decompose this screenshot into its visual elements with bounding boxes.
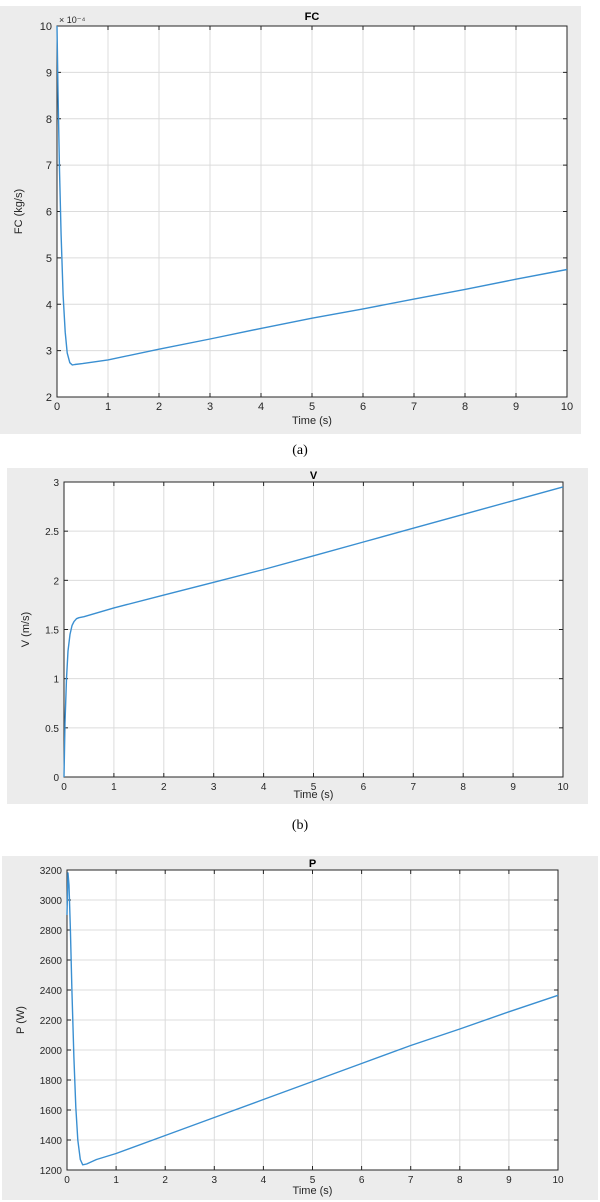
- x-axis-label: Time (s): [294, 789, 334, 801]
- y-tick-label: 1800: [40, 1076, 63, 1087]
- series-line: [66, 872, 559, 1166]
- x-tick-label: 0: [61, 782, 67, 793]
- x-tick-label: 0: [64, 1175, 70, 1186]
- x-tick-label: 9: [513, 401, 519, 413]
- p-chart: 0 1 2 3 4 5 6 7 8 9 10 1200 1400 1600 1800 2000 2200 2400…: [15, 858, 564, 1197]
- y-tick-label: 3: [46, 346, 52, 358]
- x-axis-label: Time (s): [292, 415, 332, 427]
- x-tick-label: 7: [408, 1175, 414, 1186]
- y-tick-label: 0.5: [45, 724, 59, 735]
- x-tick-label: 6: [359, 1175, 365, 1186]
- chart-title: V: [310, 470, 318, 482]
- y-exponent-label: × 10⁻⁴: [59, 15, 86, 25]
- series-line: [56, 25, 568, 366]
- caption-b: (b): [291, 818, 309, 833]
- y-tick-label: 2.5: [45, 527, 59, 538]
- x-tick-label: 10: [557, 782, 569, 793]
- y-tick-label: 3000: [40, 896, 63, 907]
- y-tick-label: 2200: [40, 1016, 63, 1027]
- x-tick-label: 3: [212, 1175, 218, 1186]
- y-tick-label: 1600: [40, 1106, 63, 1117]
- y-tick-label: 0: [53, 773, 59, 784]
- x-tick-label: 5: [310, 1175, 316, 1186]
- series-line: [63, 486, 564, 778]
- fc-chart: 0 1 2 3 4 5 6 7 8 9 10 2 3 4 5 6 7 8 9 10 × 10⁻⁴ FC Time (s) FC…: [13, 11, 573, 427]
- x-tick-label: 4: [258, 401, 264, 413]
- y-tick-label: 1200: [40, 1166, 63, 1177]
- y-tick-label: 2800: [40, 926, 63, 937]
- y-axis-label: V (m/s): [20, 612, 32, 647]
- x-tick-label: 9: [506, 1175, 512, 1186]
- y-tick-label: 6: [46, 207, 52, 219]
- caption-a: (a): [292, 443, 308, 458]
- chart-title: FC: [305, 11, 320, 23]
- x-tick-label: 6: [360, 401, 366, 413]
- x-tick-label: 4: [261, 782, 267, 793]
- x-tick-label: 1: [111, 782, 117, 793]
- x-tick-label: 8: [457, 1175, 463, 1186]
- y-tick-label: 7: [46, 160, 52, 172]
- x-tick-label: 1: [105, 401, 111, 413]
- y-tick-label: 8: [46, 114, 52, 126]
- x-tick-label: 7: [411, 782, 417, 793]
- y-tick-label: 3200: [40, 866, 63, 877]
- chart-panel-v: 0 1 2 3 4 5 6 7 8 9 10 0 0.5 1 1.5 2 2.5 3 V Time (s) V (m/s…: [7, 468, 588, 804]
- x-axis-label: Time (s): [293, 1185, 333, 1197]
- y-tick-label: 1: [53, 675, 59, 686]
- y-tick-label: 4: [46, 299, 52, 311]
- x-tick-label: 5: [309, 401, 315, 413]
- x-tick-label: 2: [162, 1175, 168, 1186]
- x-tick-label: 4: [261, 1175, 267, 1186]
- x-tick-label: 9: [510, 782, 516, 793]
- y-tick-label: 2400: [40, 986, 63, 997]
- y-tick-label: 2: [46, 392, 52, 404]
- y-axis-label: P (W): [15, 1006, 27, 1034]
- x-tick-label: 5: [311, 782, 317, 793]
- x-tick-label: 6: [361, 782, 367, 793]
- y-tick-label: 10: [40, 21, 52, 33]
- y-tick-label: 2600: [40, 956, 63, 967]
- chart-panel-fc: 0 1 2 3 4 5 6 7 8 9 10 2 3 4 5 6 7 8 9 10 × 10⁻⁴ FC Time (s) FC…: [0, 6, 581, 434]
- chart-title: P: [309, 858, 316, 870]
- x-tick-label: 1: [113, 1175, 119, 1186]
- y-tick-label: 1400: [40, 1136, 63, 1147]
- y-tick-label: 2000: [40, 1046, 63, 1057]
- y-tick-label: 2: [53, 576, 59, 587]
- x-tick-label: 8: [462, 401, 468, 413]
- x-tick-label: 3: [207, 401, 213, 413]
- x-tick-label: 2: [156, 401, 162, 413]
- x-tick-label: 7: [411, 401, 417, 413]
- v-chart: 0 1 2 3 4 5 6 7 8 9 10 0 0.5 1 1.5 2 2.5 3 V Time (s) V (m/s…: [20, 470, 569, 801]
- x-tick-label: 0: [54, 401, 60, 413]
- y-axis-label: FC (kg/s): [13, 189, 25, 234]
- x-tick-label: 2: [161, 782, 167, 793]
- chart-panel-p: 0 1 2 3 4 5 6 7 8 9 10 1200 1400 1600 1800 2000 2200 2400…: [2, 856, 598, 1200]
- x-tick-label: 10: [552, 1175, 564, 1186]
- x-tick-label: 3: [211, 782, 217, 793]
- y-tick-label: 9: [46, 67, 52, 79]
- y-tick-label: 1.5: [45, 626, 59, 637]
- y-tick-label: 3: [53, 478, 59, 489]
- x-tick-label: 10: [561, 401, 573, 413]
- y-tick-label: 5: [46, 253, 52, 265]
- x-tick-label: 8: [460, 782, 466, 793]
